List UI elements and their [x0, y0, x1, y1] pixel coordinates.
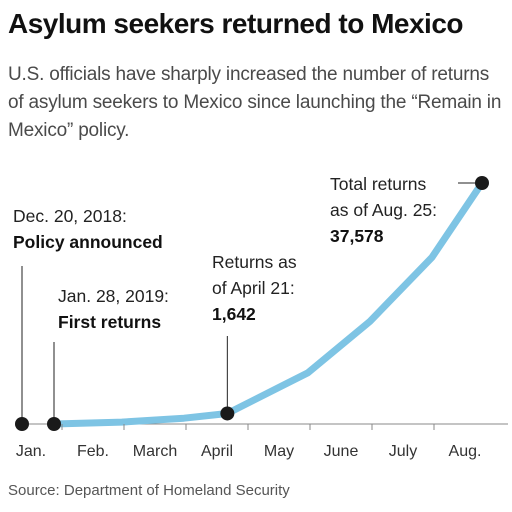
annotation-label: Policy announced: [13, 232, 163, 252]
source-note: Source: Department of Homeland Security: [8, 482, 290, 499]
annotation-label: Dec. 20, 2018:: [13, 206, 127, 226]
annotation-labels: Dec. 20, 2018: Policy announced Jan. 28, 2…: [13, 174, 437, 332]
annotation-label: Total returns: [330, 174, 427, 194]
annotation-label: of April 21:: [212, 278, 295, 298]
x-axis-ticks: Jan. Feb. March April May June July Aug.: [16, 424, 482, 460]
x-tick-label: Feb.: [77, 443, 109, 460]
chart-subtitle: U.S. officials have sharply increased th…: [8, 64, 502, 141]
x-tick-label: April: [201, 443, 233, 460]
annotation-marker: [15, 417, 29, 431]
annotation-label: 1,642: [212, 304, 256, 324]
annotation-leaders: [21, 182, 482, 424]
x-tick-label: May: [264, 443, 294, 460]
annotation-label: First returns: [58, 312, 161, 332]
annotation-label: 37,578: [330, 226, 384, 246]
x-tick-label: June: [324, 443, 359, 460]
x-tick-label: July: [389, 443, 417, 460]
annotation-label: as of Aug. 25:: [330, 200, 437, 220]
annotation-marker: [475, 176, 489, 190]
annotation-label: Returns as: [212, 252, 297, 272]
annotation-label: Jan. 28, 2019:: [58, 286, 169, 306]
annotation-marker: [47, 417, 61, 431]
annotation-markers: [15, 176, 489, 431]
returns-series-line: [50, 179, 486, 428]
x-tick-label: Jan.: [16, 443, 46, 460]
x-tick-label: Aug.: [449, 443, 482, 460]
x-tick-label: March: [133, 443, 177, 460]
chart-title: Asylum seekers returned to Mexico: [8, 8, 464, 39]
annotation-marker: [220, 406, 235, 421]
